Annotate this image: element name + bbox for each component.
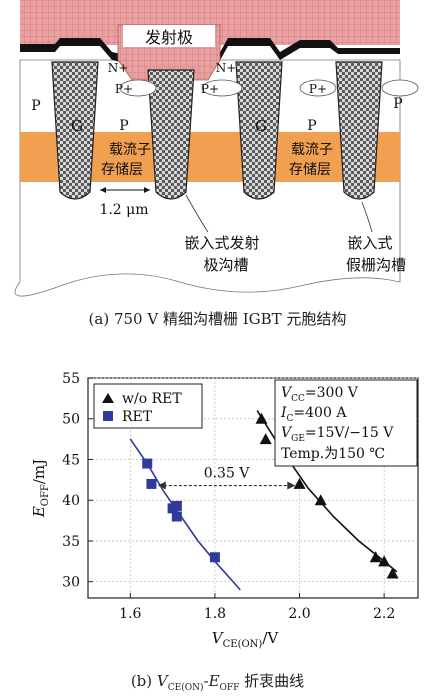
data-point-wo-ret bbox=[259, 433, 272, 445]
oxide-contact-line bbox=[20, 38, 400, 64]
x-tick-label: 2.2 bbox=[373, 606, 395, 622]
caption-b-v-sub: CE(ON) bbox=[167, 683, 204, 693]
p-label-2: P bbox=[119, 118, 128, 134]
p-plus-label-2: P+ bbox=[201, 82, 219, 96]
data-point-wo-ret bbox=[293, 477, 306, 489]
data-point-wo-ret bbox=[369, 551, 382, 563]
delta-arrow-head-right bbox=[287, 481, 296, 490]
delta-annotation: 0.35 V bbox=[204, 466, 251, 482]
caption-b-e-sub: OFF bbox=[219, 683, 240, 693]
conditions-box bbox=[274, 379, 418, 467]
embedded-emitter-label-2: 极沟槽 bbox=[203, 256, 248, 274]
condition-vge: VGE=15V/−15 V bbox=[281, 425, 394, 444]
gate-label-right: G bbox=[255, 117, 267, 135]
data-point-ret bbox=[142, 458, 153, 469]
data-point-ret bbox=[146, 478, 157, 489]
caption-b-e: E bbox=[208, 672, 220, 690]
y-tick-label: 40 bbox=[62, 493, 80, 509]
emitter-label: 发射极 bbox=[145, 28, 193, 47]
embedded-dummy-label-1: 嵌入式 bbox=[347, 234, 392, 252]
storage-layer-right-line1: 载流子 bbox=[291, 142, 333, 158]
delta-arrow-head-left bbox=[157, 481, 166, 490]
data-point-wo-ret bbox=[378, 555, 391, 567]
x-tick-label: 1.6 bbox=[119, 606, 141, 622]
legend-label-ret: RET bbox=[122, 409, 153, 425]
dimension-label: 1.2 μm bbox=[99, 202, 148, 218]
data-point-wo-ret bbox=[255, 412, 268, 424]
data-point-wo-ret bbox=[386, 567, 399, 579]
igbt-cell-structure-diagram: 发射极 N+ N+ P+ P+ P+ P P P P G G 载流子 存储层 载… bbox=[14, 0, 419, 297]
gate-label-left: G bbox=[71, 117, 83, 135]
condition-temp: Temp.为150 ℃ bbox=[281, 446, 385, 462]
y-tick-label: 55 bbox=[62, 371, 80, 387]
caption-b: (b) VCE(ON)-EOFF 折衷曲线 bbox=[0, 670, 435, 693]
storage-layer-left-line1: 载流子 bbox=[109, 142, 151, 158]
p-label-4: P bbox=[393, 96, 402, 112]
caption-b-mid: - bbox=[203, 672, 209, 690]
embedded-emitter-trench bbox=[147, 69, 195, 200]
embedded-dummy-trench bbox=[335, 61, 383, 200]
data-point-ret bbox=[209, 552, 220, 563]
caption-b-prefix: (b) bbox=[130, 672, 157, 690]
n-plus-right-label: N+ bbox=[216, 61, 237, 75]
caption-b-suffix: 折衷曲线 bbox=[239, 672, 305, 690]
p-plus-label-1: P+ bbox=[115, 82, 133, 96]
y-tick-label: 35 bbox=[62, 534, 80, 550]
y-tick-label: 50 bbox=[62, 412, 80, 428]
embedded-emitter-label-1: 嵌入式发射 bbox=[184, 234, 259, 252]
storage-layer-left-line2: 存储层 bbox=[101, 162, 143, 178]
x-axis-label: VCE(ON)/V bbox=[212, 629, 280, 650]
tradeoff-chart: 1.6 1.8 2.0 2.2 55 50 45 40 35 30 VCE(ON)/V EOFF/mJ… bbox=[30, 371, 419, 650]
legend-label-wo-ret: w/o RET bbox=[122, 391, 182, 407]
gate-trench-left bbox=[51, 61, 99, 200]
caption-a: (a) 750 V 精细沟槽栅 IGBT 元胞结构 bbox=[88, 310, 347, 328]
y-tick-label: 30 bbox=[62, 575, 80, 591]
caption-b-v: V bbox=[156, 672, 168, 690]
data-point-ret bbox=[171, 511, 182, 522]
x-tick-label: 2.0 bbox=[288, 606, 310, 622]
n-plus-left-label: N+ bbox=[108, 61, 129, 75]
data-point-ret bbox=[171, 500, 182, 511]
p-plus-label-3: P+ bbox=[309, 82, 327, 96]
legend-marker-wo-ret bbox=[102, 393, 114, 403]
storage-layer-right-line2: 存储层 bbox=[289, 162, 331, 178]
y-tick-label: 45 bbox=[62, 452, 80, 468]
x-tick-label: 1.8 bbox=[204, 606, 226, 622]
y-axis-label: EOFF/mJ bbox=[30, 459, 51, 518]
embedded-dummy-label-2: 假栅沟槽 bbox=[346, 256, 406, 274]
condition-ic: IC=400 A bbox=[280, 405, 347, 424]
gate-trench-right bbox=[235, 61, 283, 200]
condition-vcc: VCC=300 V bbox=[281, 385, 359, 404]
p-label-3: P bbox=[307, 118, 316, 134]
data-point-wo-ret bbox=[314, 494, 327, 506]
emitter-label-box bbox=[123, 25, 215, 47]
p-label-1: P bbox=[31, 98, 40, 114]
legend-marker-ret bbox=[103, 411, 113, 421]
